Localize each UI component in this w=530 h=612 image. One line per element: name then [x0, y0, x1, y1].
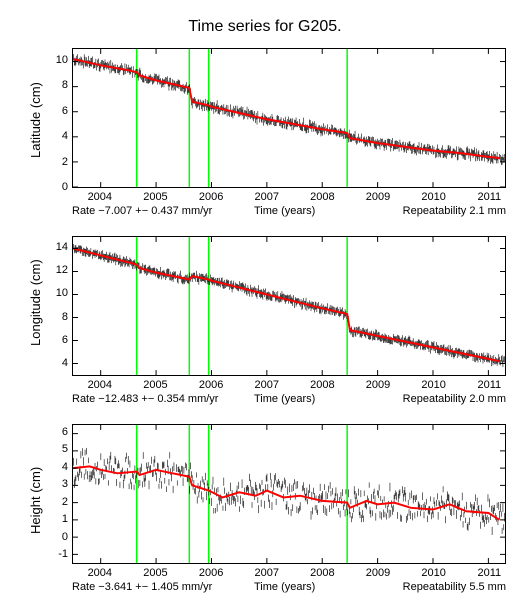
- ytick-label: 4: [62, 461, 68, 473]
- xtick-label: 2008: [307, 379, 337, 391]
- ytick-label: 2: [62, 156, 68, 168]
- xtick-label: 2004: [85, 567, 115, 579]
- xtick-label: 2005: [140, 379, 170, 391]
- scatter-lat: [73, 54, 504, 165]
- xtick-label: 2010: [419, 567, 449, 579]
- xtick-label: 2010: [419, 191, 449, 203]
- repeatability-text-lat: Repeatability 2.1 mm: [403, 205, 506, 217]
- panel-lat: [72, 48, 506, 188]
- ytick-label: 1: [62, 513, 68, 525]
- rate-text-hgt: Rate −3.641 +− 1.405 mm/yr: [72, 581, 212, 593]
- xtick-label: 2010: [419, 379, 449, 391]
- ytick-label: 4: [62, 357, 68, 369]
- ytick-label: -1: [58, 548, 68, 560]
- panel-lon-plot: [73, 237, 505, 375]
- xtick-label: 2004: [85, 379, 115, 391]
- repeatability-text-hgt: Repeatability 5.5 mm: [403, 581, 506, 593]
- rate-text-lat: Rate −7.007 +− 0.437 mm/yr: [72, 205, 212, 217]
- ytick-label: 0: [62, 531, 68, 543]
- ytick-label: 5: [62, 443, 68, 455]
- xlabel-lat: Time (years): [254, 205, 315, 217]
- xtick-label: 2008: [307, 567, 337, 579]
- panel-lon: [72, 236, 506, 376]
- xtick-label: 2004: [85, 191, 115, 203]
- ytick-label: 6: [62, 426, 68, 438]
- ylabel-hgt: Height (cm): [28, 467, 43, 534]
- xtick-label: 2006: [196, 567, 226, 579]
- panel-lat-plot: [73, 49, 505, 187]
- xtick-label: 2011: [474, 379, 504, 391]
- ytick-label: 8: [62, 79, 68, 91]
- ytick-label: 10: [56, 287, 68, 299]
- xtick-label: 2011: [474, 567, 504, 579]
- ytick-label: 10: [56, 54, 68, 66]
- xtick-label: 2008: [307, 191, 337, 203]
- xtick-label: 2006: [196, 379, 226, 391]
- ylabel-lon: Longitude (cm): [28, 259, 43, 346]
- xtick-label: 2009: [363, 567, 393, 579]
- xtick-label: 2009: [363, 379, 393, 391]
- ytick-label: 0: [62, 181, 68, 193]
- xtick-label: 2005: [140, 567, 170, 579]
- xtick-label: 2005: [140, 191, 170, 203]
- ylabel-lat: Latitude (cm): [28, 82, 43, 158]
- ytick-label: 14: [56, 241, 68, 253]
- xlabel-hgt: Time (years): [254, 581, 315, 593]
- ytick-label: 3: [62, 478, 68, 490]
- figure-title: Time series for G205.: [0, 18, 530, 36]
- repeatability-text-lon: Repeatability 2.0 mm: [403, 393, 506, 405]
- scatter-hgt: [73, 448, 504, 535]
- panel-hgt-plot: [73, 425, 505, 563]
- ytick-label: 8: [62, 311, 68, 323]
- ytick-label: 6: [62, 334, 68, 346]
- panel-hgt: [72, 424, 506, 564]
- time-series-figure: Time series for G205. 024681020042005200…: [0, 0, 530, 612]
- xlabel-lon: Time (years): [254, 393, 315, 405]
- ytick-label: 4: [62, 130, 68, 142]
- ytick-label: 6: [62, 105, 68, 117]
- xtick-label: 2006: [196, 191, 226, 203]
- xtick-label: 2007: [252, 379, 282, 391]
- xtick-label: 2007: [252, 191, 282, 203]
- xtick-label: 2009: [363, 191, 393, 203]
- ytick-label: 12: [56, 264, 68, 276]
- rate-text-lon: Rate −12.483 +− 0.354 mm/yr: [72, 393, 218, 405]
- xtick-label: 2007: [252, 567, 282, 579]
- xtick-label: 2011: [474, 191, 504, 203]
- ytick-label: 2: [62, 496, 68, 508]
